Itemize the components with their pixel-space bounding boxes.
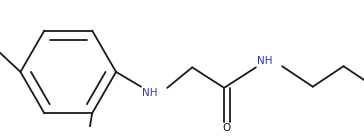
- Text: NH: NH: [257, 56, 273, 66]
- Text: O: O: [223, 123, 231, 133]
- Text: NH: NH: [142, 88, 158, 98]
